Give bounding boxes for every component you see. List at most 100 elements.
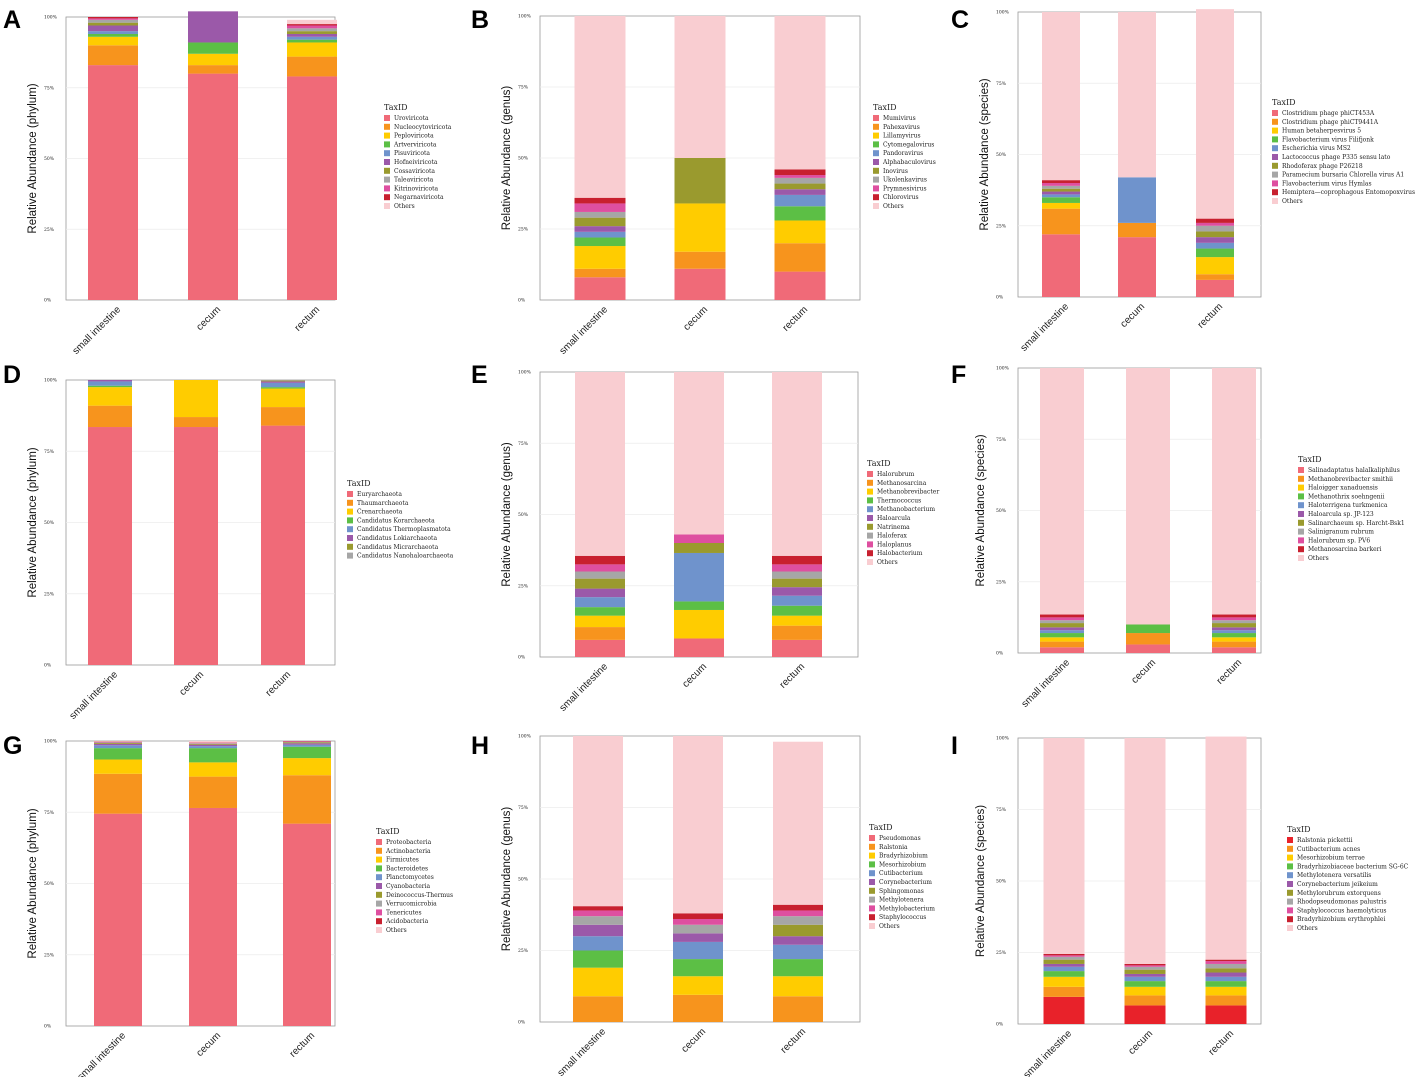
legend-label: Corynebacterium <box>879 879 932 886</box>
bar-segment <box>287 76 337 301</box>
legend-swatch <box>1298 546 1304 553</box>
chart-panel-G: G Relative Abundance (phylum) 0% 25% 50% 75% 1… <box>3 732 453 1077</box>
legend-label: Methanosarcina barkeri <box>1308 546 1382 553</box>
bar-segment <box>261 380 305 382</box>
legend-swatch <box>1272 162 1278 169</box>
legend-label: Firmicutes <box>386 857 419 864</box>
legend-label: Cutibacterium acnes <box>1297 846 1360 853</box>
legend-label: Bradyrhizobium erythrophlei <box>1297 916 1385 923</box>
bar-segment <box>88 380 132 382</box>
bar-segment <box>1205 972 1247 977</box>
legend-title: TaxID <box>1298 455 1322 464</box>
legend-label: Haloigger xanaduensis <box>1308 485 1378 492</box>
y-axis-label: Relative Abundance (genus) <box>501 86 513 231</box>
bar-segment <box>261 381 305 383</box>
bar-segment <box>1124 995 1166 1006</box>
bar-segment <box>1196 274 1234 280</box>
bar-segment <box>1043 955 1085 957</box>
bar-segment <box>1124 966 1166 970</box>
y-tick-label: 0% <box>44 1024 52 1030</box>
bar-segment <box>1196 279 1234 297</box>
x-tick-label: cecum <box>682 304 711 333</box>
bar-segment <box>574 211 626 218</box>
legend-swatch <box>1272 136 1278 143</box>
legend-title: TaxID <box>867 459 891 468</box>
legend-label: Methylorubrum extorquens <box>1297 890 1381 897</box>
bar-segment <box>773 936 823 945</box>
bar-segment <box>1124 986 1166 996</box>
legend-label: Ralstonia <box>879 844 908 851</box>
y-tick-label: 0% <box>44 663 52 669</box>
legend-label: Escherichia virus MS2 <box>1282 145 1351 152</box>
bar-segment <box>1118 177 1156 223</box>
bar-segment <box>261 407 305 426</box>
legend-swatch <box>1287 863 1293 870</box>
bar-segment <box>174 417 218 428</box>
bar-segment <box>774 175 826 178</box>
legend-label: Halobacterium <box>877 550 923 557</box>
bar-segment <box>674 158 726 204</box>
bar-segment <box>575 578 625 589</box>
legend-swatch <box>1272 189 1278 196</box>
legend-title: TaxID <box>1287 825 1311 834</box>
legend-label: Hofneiviricota <box>394 159 438 166</box>
bar-segment <box>574 237 626 247</box>
bar-segment <box>674 609 724 639</box>
legend-swatch <box>347 526 353 533</box>
x-tick-label: small intestine <box>1019 301 1072 354</box>
legend-label: Clostridium phage phiCT9441A <box>1282 119 1379 126</box>
legend-swatch <box>384 176 390 183</box>
legend-label: Others <box>386 927 407 934</box>
bar-segment <box>189 762 237 777</box>
legend-swatch <box>873 185 879 192</box>
bar-segment <box>94 741 142 743</box>
bar-segment <box>1212 641 1256 648</box>
bar-segment <box>772 564 822 572</box>
y-tick-label: 75% <box>996 437 1007 443</box>
bar-segment <box>773 924 823 937</box>
legend-label: Bradyrhizobium <box>879 853 928 860</box>
bar-segment <box>1042 194 1080 198</box>
bar-segment <box>189 743 237 745</box>
bar-segment <box>1043 971 1085 977</box>
legend-swatch <box>873 123 879 130</box>
y-tick-label: 100% <box>44 378 58 384</box>
legend-swatch <box>347 552 353 559</box>
bar-segment <box>772 625 822 640</box>
bar-segment <box>1118 12 1156 178</box>
bar-segment <box>674 268 726 300</box>
bar-segment <box>283 758 331 776</box>
legend-swatch <box>384 203 390 209</box>
bar-segment <box>1205 736 1247 960</box>
bar-segment <box>575 564 625 572</box>
y-axis-label: Relative Abundance (phylum) <box>27 808 39 958</box>
legend-swatch <box>869 905 875 912</box>
bar-segment <box>674 601 724 610</box>
bar-segment <box>1040 368 1084 615</box>
bar-segment <box>189 741 237 743</box>
x-tick-label: cecum <box>680 1026 709 1055</box>
bar-segment <box>1043 956 1085 960</box>
bar-segment <box>287 39 337 43</box>
x-tick-label: rectum <box>1207 1028 1236 1057</box>
legend-label: Others <box>1308 555 1329 562</box>
bar-segment <box>1040 627 1084 631</box>
legend-swatch <box>384 159 390 165</box>
bar-segment <box>1212 620 1256 624</box>
y-tick-label: 25% <box>518 948 529 954</box>
bar-segment <box>1042 202 1080 209</box>
bar-segment <box>1212 614 1256 618</box>
bar-segment <box>574 197 626 204</box>
bar-segment <box>88 17 138 19</box>
bar-segment <box>1205 959 1247 962</box>
legend-swatch <box>376 874 382 881</box>
y-tick-label: 75% <box>44 85 55 91</box>
legend-label: Haloterrigena turkmenica <box>1308 502 1388 509</box>
legend-label: Negarnaviricota <box>394 194 444 201</box>
legend-swatch <box>1287 881 1293 887</box>
legend-label: Candidatus Korarchaeota <box>357 517 435 524</box>
bar-segment <box>1043 966 1085 972</box>
bar-segment <box>94 813 142 1026</box>
bar-segment <box>774 220 826 244</box>
bar-segment <box>1196 242 1234 249</box>
